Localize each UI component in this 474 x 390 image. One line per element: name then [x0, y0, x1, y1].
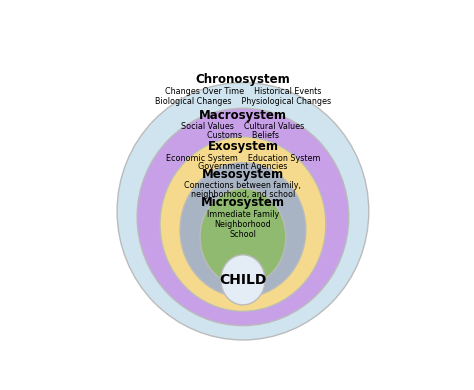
Text: School: School: [229, 230, 256, 239]
Text: Economic System    Education System: Economic System Education System: [166, 154, 320, 163]
Ellipse shape: [137, 108, 349, 326]
Ellipse shape: [200, 188, 286, 285]
Text: Neighborhood: Neighborhood: [215, 220, 271, 229]
Text: Macrosystem: Macrosystem: [199, 109, 287, 122]
Text: Customs    Beliefs: Customs Beliefs: [207, 131, 279, 140]
Text: Chronosystem: Chronosystem: [196, 73, 290, 86]
Ellipse shape: [221, 255, 265, 305]
Text: Social Values    Cultural Values: Social Values Cultural Values: [181, 122, 305, 131]
Text: Connections between family,: Connections between family,: [184, 181, 301, 190]
Text: CHILD: CHILD: [219, 273, 266, 287]
Ellipse shape: [180, 163, 306, 297]
Text: Exosystem: Exosystem: [208, 140, 278, 153]
Text: Changes Over Time    Historical Events: Changes Over Time Historical Events: [165, 87, 321, 96]
Ellipse shape: [160, 137, 326, 311]
Text: Mesosystem: Mesosystem: [202, 168, 284, 181]
Text: Immediate Family: Immediate Family: [207, 209, 279, 219]
Text: Government Agencies: Government Agencies: [198, 162, 288, 172]
Text: Biological Changes    Physiological Changes: Biological Changes Physiological Changes: [155, 97, 331, 106]
Ellipse shape: [117, 83, 369, 340]
Text: Microsystem: Microsystem: [201, 196, 285, 209]
Text: neighborhood, and school: neighborhood, and school: [191, 190, 295, 199]
